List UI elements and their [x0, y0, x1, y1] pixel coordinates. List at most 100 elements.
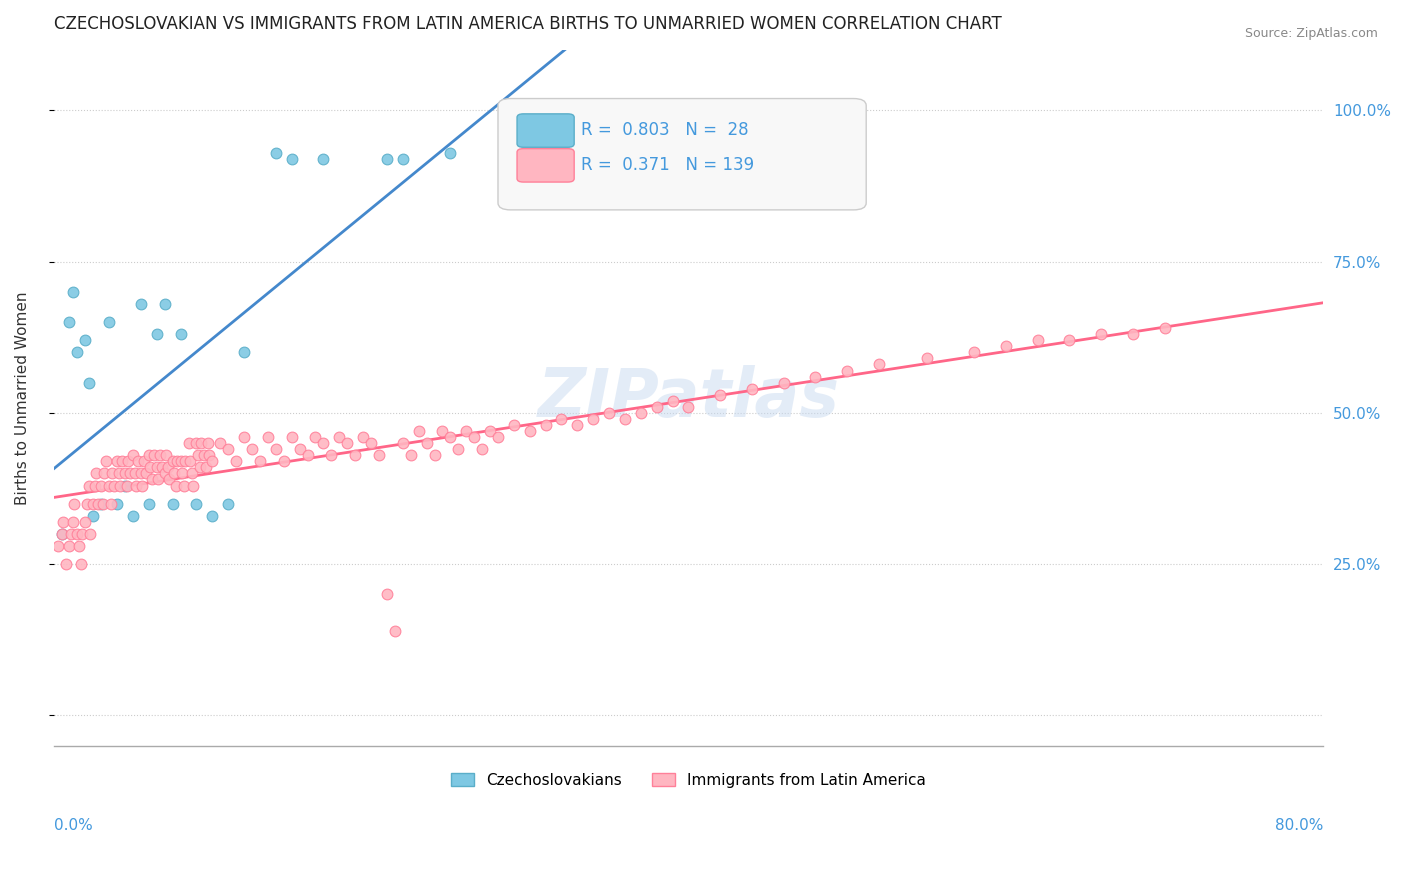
Point	[868, 358, 890, 372]
Point	[375, 152, 398, 166]
Point	[83, 478, 105, 492]
Point	[174, 454, 197, 468]
Point	[135, 467, 157, 481]
Point	[534, 417, 557, 432]
Point	[217, 442, 239, 457]
Point	[111, 454, 134, 468]
Point	[1122, 327, 1144, 342]
Point	[131, 478, 153, 492]
Point	[70, 527, 93, 541]
Point	[169, 327, 191, 342]
Point	[148, 473, 170, 487]
Point	[423, 448, 446, 462]
Point	[67, 539, 90, 553]
Point	[82, 497, 104, 511]
Point	[87, 497, 110, 511]
Point	[162, 454, 184, 468]
Point	[77, 376, 100, 390]
Point	[122, 508, 145, 523]
Point	[127, 454, 149, 468]
Point	[90, 478, 112, 492]
FancyBboxPatch shape	[517, 114, 574, 147]
Point	[187, 448, 209, 462]
FancyBboxPatch shape	[517, 149, 574, 182]
Point	[479, 424, 502, 438]
Point	[103, 478, 125, 492]
Point	[98, 478, 121, 492]
Point	[1090, 327, 1112, 342]
Point	[344, 448, 367, 462]
Point	[249, 454, 271, 468]
Point	[155, 448, 177, 462]
Point	[181, 478, 204, 492]
Point	[173, 478, 195, 492]
Point	[146, 327, 169, 342]
Point	[156, 460, 179, 475]
Point	[162, 497, 184, 511]
Point	[77, 478, 100, 492]
Point	[105, 454, 128, 468]
Point	[661, 393, 683, 408]
Point	[62, 515, 84, 529]
Point	[55, 558, 77, 572]
Point	[101, 467, 124, 481]
Point	[280, 430, 302, 444]
Point	[117, 454, 139, 468]
Point	[86, 467, 108, 481]
Point	[471, 442, 494, 457]
Point	[138, 497, 160, 511]
Point	[63, 497, 86, 511]
Point	[60, 527, 83, 541]
Point	[129, 467, 152, 481]
Point	[165, 478, 187, 492]
Point	[1059, 333, 1081, 347]
Point	[678, 400, 700, 414]
Point	[122, 448, 145, 462]
Point	[408, 424, 430, 438]
Point	[456, 424, 478, 438]
Point	[209, 436, 232, 450]
Text: 80.0%: 80.0%	[1275, 818, 1323, 833]
Point	[114, 478, 136, 492]
Point	[233, 345, 256, 359]
Point	[994, 339, 1017, 353]
Point	[82, 508, 104, 523]
Point	[105, 497, 128, 511]
Point	[439, 430, 461, 444]
Point	[613, 412, 636, 426]
Point	[90, 497, 112, 511]
Point	[463, 430, 485, 444]
Point	[804, 369, 827, 384]
Text: ZIPatlas: ZIPatlas	[537, 365, 839, 431]
Point	[837, 363, 859, 377]
Point	[439, 145, 461, 160]
Point	[186, 436, 208, 450]
Point	[194, 460, 217, 475]
Point	[98, 315, 121, 329]
Point	[149, 448, 172, 462]
Point	[741, 382, 763, 396]
Point	[368, 448, 391, 462]
Point	[142, 448, 165, 462]
Point	[336, 436, 359, 450]
Point	[963, 345, 986, 359]
Point	[125, 478, 148, 492]
Point	[69, 558, 91, 572]
Point	[58, 539, 80, 553]
Point	[447, 442, 470, 457]
Point	[217, 497, 239, 511]
Point	[51, 527, 73, 541]
Point	[240, 442, 263, 457]
Point	[391, 436, 413, 450]
Point	[288, 442, 311, 457]
Legend: Czechoslovakians, Immigrants from Latin America: Czechoslovakians, Immigrants from Latin …	[444, 766, 932, 794]
Point	[321, 448, 343, 462]
Point	[399, 448, 422, 462]
Point	[582, 412, 605, 426]
Point	[273, 454, 295, 468]
Point	[100, 497, 122, 511]
Point	[280, 152, 302, 166]
Point	[257, 430, 280, 444]
Point	[180, 467, 202, 481]
Point	[139, 460, 162, 475]
